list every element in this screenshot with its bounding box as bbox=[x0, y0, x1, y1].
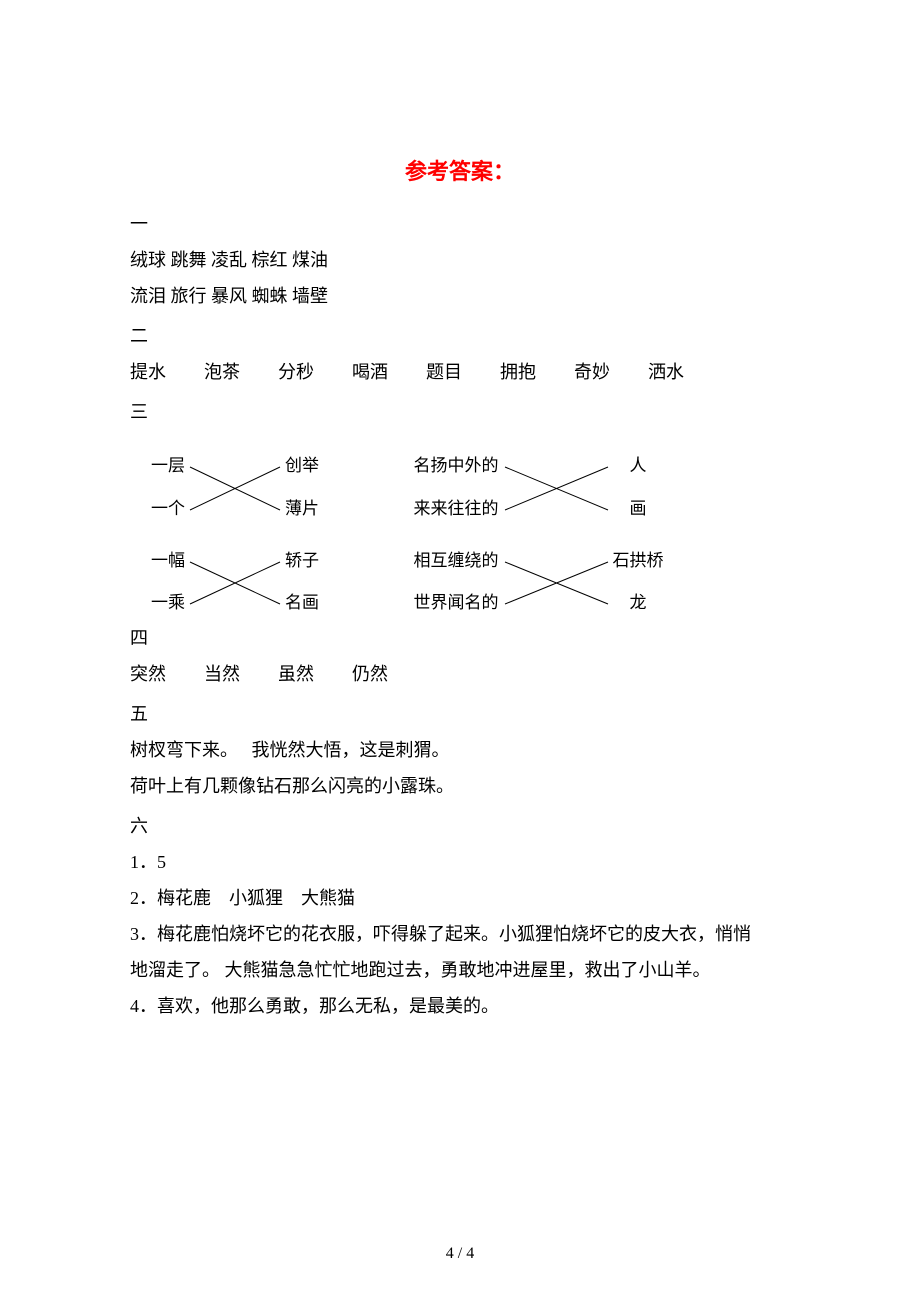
match-left-label: 世界闻名的 bbox=[414, 593, 499, 612]
section-5-line-2: 荷叶上有几颗像钻石那么闪亮的小露珠。 bbox=[130, 768, 790, 804]
section-1-line-2: 流泪 旅行 暴风 蜘蛛 墙壁 bbox=[130, 278, 790, 314]
match-right-label: 画 bbox=[630, 499, 647, 518]
section-6-q1: 1．5 bbox=[130, 844, 790, 880]
section-6-q4: 4．喜欢，他那么勇敢，那么无私，是最美的。 bbox=[130, 988, 790, 1024]
word-item: 当然 bbox=[204, 656, 240, 692]
word-item: 虽然 bbox=[278, 656, 314, 692]
match-svg-2: 名扬中外的来来往往的相互缠绕的世界闻名的 人画石拱桥龙 bbox=[400, 442, 680, 612]
word-item: 题目 bbox=[426, 354, 462, 390]
match-left-label: 一幅 bbox=[151, 551, 185, 570]
word-item: 泡茶 bbox=[204, 354, 240, 390]
section-4-label: 四 bbox=[130, 620, 790, 656]
word-item: 突然 bbox=[130, 656, 166, 692]
title-text: 参考答案： bbox=[405, 159, 515, 184]
match-right-label: 轿子 bbox=[285, 551, 319, 570]
section-6-q3b: 地溜走了。 大熊猫急急忙忙地跑过去，勇敢地冲进屋里，救出了小山羊。 bbox=[130, 952, 790, 988]
word-item: 喝酒 bbox=[352, 354, 388, 390]
page-title: 参考答案： bbox=[130, 150, 790, 194]
section-1-label: 一 bbox=[130, 206, 790, 242]
match-group-1: 一层一个一幅一乘 创举薄片轿子名画 bbox=[130, 442, 340, 612]
section-6-label: 六 bbox=[130, 808, 790, 844]
section-1-line-1: 绒球 跳舞 凌乱 棕红 煤油 bbox=[130, 242, 790, 278]
word-item: 奇妙 bbox=[574, 354, 610, 390]
match-right-label: 龙 bbox=[630, 593, 647, 612]
word-item: 提水 bbox=[130, 354, 166, 390]
match-right-label: 创举 bbox=[285, 456, 319, 475]
section-2-label: 二 bbox=[130, 318, 790, 354]
matching-diagrams: 一层一个一幅一乘 创举薄片轿子名画 名扬中外的来来往往的相互缠绕的世界闻名的 人画石… bbox=[130, 442, 790, 612]
section-6-q2: 2．梅花鹿 小狐狸 大熊猫 bbox=[130, 880, 790, 916]
match-left-label: 一层 bbox=[151, 456, 185, 475]
word-item: 分秒 bbox=[278, 354, 314, 390]
match-svg-1: 一层一个一幅一乘 创举薄片轿子名画 bbox=[130, 442, 340, 612]
page-footer: 4 / 4 bbox=[0, 1238, 920, 1270]
match-right-label: 石拱桥 bbox=[613, 551, 664, 570]
word-item: 拥抱 bbox=[500, 354, 536, 390]
word-item: 仍然 bbox=[352, 656, 388, 692]
match-left-label: 一乘 bbox=[151, 593, 185, 612]
match-left-label: 一个 bbox=[151, 499, 185, 518]
match-right-label: 人 bbox=[630, 456, 647, 475]
match-left-label: 相互缠绕的 bbox=[414, 551, 499, 570]
section-5-label: 五 bbox=[130, 696, 790, 732]
section-5-line-1: 树杈弯下来。 我恍然大悟，这是刺猬。 bbox=[130, 732, 790, 768]
match-group-2: 名扬中外的来来往往的相互缠绕的世界闻名的 人画石拱桥龙 bbox=[400, 442, 680, 612]
section-4-items: 突然 当然 虽然 仍然 bbox=[130, 656, 790, 692]
section-3-label: 三 bbox=[130, 394, 790, 430]
match-left-label: 来来往往的 bbox=[414, 499, 499, 518]
section-2-items: 提水 泡茶 分秒 喝酒 题目 拥抱 奇妙 洒水 bbox=[130, 354, 790, 390]
match-right-label: 薄片 bbox=[285, 499, 319, 518]
section-6-q3a: 3．梅花鹿怕烧坏它的花衣服，吓得躲了起来。小狐狸怕烧坏它的皮大衣，悄悄 bbox=[130, 916, 790, 952]
match-right-label: 名画 bbox=[285, 593, 319, 612]
match-left-label: 名扬中外的 bbox=[414, 456, 499, 475]
word-item: 洒水 bbox=[648, 354, 684, 390]
